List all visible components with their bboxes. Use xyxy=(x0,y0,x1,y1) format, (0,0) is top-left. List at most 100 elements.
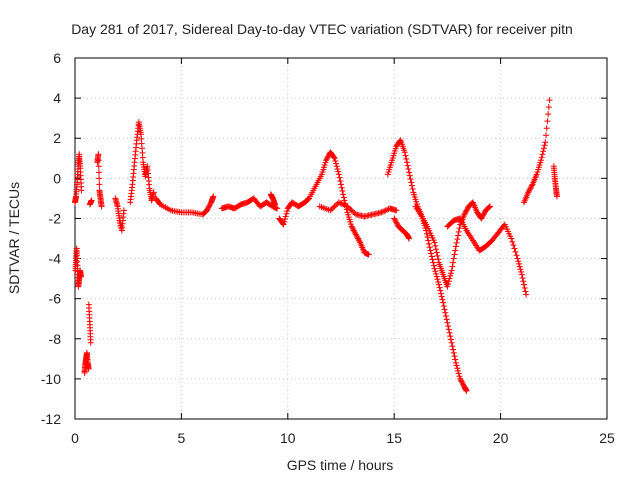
data-point xyxy=(479,214,486,221)
data-point xyxy=(334,165,341,172)
data-point xyxy=(337,178,344,185)
data-point xyxy=(444,319,451,326)
data-point xyxy=(332,157,339,164)
data-point xyxy=(433,246,440,253)
data-point xyxy=(348,207,355,214)
data-point xyxy=(528,184,535,191)
data-point xyxy=(340,191,347,198)
series-mid-a xyxy=(86,197,95,208)
data-point xyxy=(516,263,523,270)
data-point xyxy=(478,215,485,222)
data-point xyxy=(442,309,449,316)
data-point xyxy=(442,313,449,320)
series-recover-17h xyxy=(412,199,493,290)
data-point xyxy=(509,238,516,245)
data-point xyxy=(345,204,352,211)
data-point xyxy=(338,184,345,191)
data-point xyxy=(453,362,460,369)
data-point xyxy=(203,207,210,214)
data-point xyxy=(458,378,465,385)
data-point xyxy=(204,206,211,213)
data-point xyxy=(347,206,354,213)
data-point xyxy=(425,237,432,244)
data-point xyxy=(518,268,525,275)
data-point xyxy=(206,203,213,210)
data-point xyxy=(459,379,466,386)
data-point xyxy=(425,240,432,247)
data-point xyxy=(457,375,464,382)
data-point xyxy=(512,248,519,255)
x-tick-label: 0 xyxy=(71,430,79,446)
data-point xyxy=(515,258,522,265)
data-point xyxy=(432,268,439,275)
data-point xyxy=(284,208,291,215)
data-point xyxy=(335,199,342,206)
data-point xyxy=(457,377,464,384)
data-point xyxy=(402,152,409,159)
data-point xyxy=(445,326,452,333)
data-point xyxy=(455,228,462,235)
data-point xyxy=(448,267,455,274)
grid-lines xyxy=(75,58,607,419)
data-point xyxy=(435,256,442,263)
data-point xyxy=(344,203,351,210)
data-point xyxy=(283,210,290,217)
plot-area-background xyxy=(75,58,607,419)
x-tick-label: 15 xyxy=(386,430,402,446)
data-point xyxy=(330,154,337,161)
data-point xyxy=(391,215,398,222)
data-point xyxy=(456,373,463,380)
data-point xyxy=(340,201,347,208)
data-point xyxy=(443,316,450,323)
data-point xyxy=(434,276,441,283)
data-point xyxy=(540,148,547,155)
data-point xyxy=(98,203,105,210)
data-point xyxy=(437,287,444,294)
data-point xyxy=(331,155,338,162)
data-point xyxy=(338,181,344,188)
data-point xyxy=(406,235,413,242)
data-point xyxy=(350,227,357,234)
data-point xyxy=(464,206,471,213)
data-point xyxy=(403,159,410,166)
data-point xyxy=(438,290,445,297)
data-point xyxy=(463,207,470,214)
data-point xyxy=(433,249,440,256)
data-point xyxy=(355,236,362,243)
chart-title: Day 281 of 2017, Sidereal Day-to-day VTE… xyxy=(71,21,573,37)
data-point xyxy=(440,303,447,310)
data-point xyxy=(381,208,388,215)
data-point xyxy=(481,210,488,217)
data-point xyxy=(447,333,454,340)
data-point xyxy=(282,213,289,220)
data-point xyxy=(435,278,442,285)
data-point xyxy=(444,283,451,290)
data-point xyxy=(353,232,360,239)
data-point xyxy=(543,125,550,132)
data-point xyxy=(406,172,413,179)
data-point xyxy=(516,260,523,267)
data-point xyxy=(449,343,456,350)
data-point xyxy=(451,353,458,360)
data-point xyxy=(540,145,547,152)
data-point xyxy=(430,259,437,266)
data-point xyxy=(428,250,435,257)
series-start-up-a xyxy=(72,151,85,206)
data-point xyxy=(210,193,217,200)
data-point xyxy=(436,284,443,291)
y-tick-label: 2 xyxy=(53,130,61,146)
data-point xyxy=(544,118,551,125)
series-start-up-b xyxy=(72,245,84,290)
data-point xyxy=(445,278,452,285)
x-tick-label: 10 xyxy=(280,430,296,446)
series-dip-b xyxy=(85,301,94,346)
data-point xyxy=(323,155,330,162)
y-tick-label: -12 xyxy=(41,411,61,427)
data-point xyxy=(452,247,459,254)
data-point xyxy=(340,194,347,201)
data-point xyxy=(542,139,549,146)
data-point xyxy=(514,255,521,262)
data-point xyxy=(539,151,546,158)
data-point xyxy=(452,359,459,366)
data-point xyxy=(424,234,431,241)
